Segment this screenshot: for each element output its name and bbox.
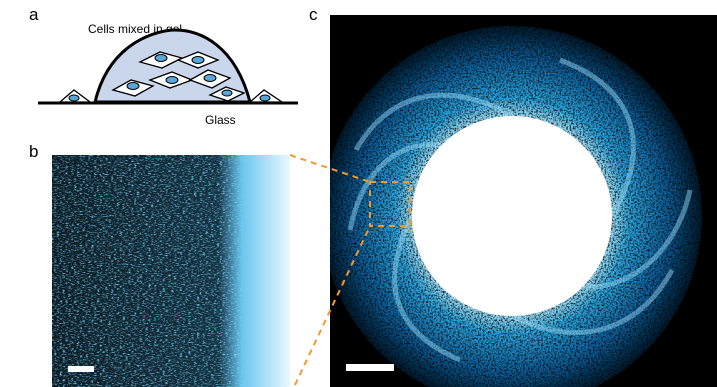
panel-label: b xyxy=(29,142,38,161)
micrograph-c xyxy=(322,15,717,387)
panel-label: a xyxy=(29,5,39,24)
panel-label: c xyxy=(309,5,318,24)
schematic xyxy=(38,30,298,103)
figure: a Cells mixed in gel Glass b c xyxy=(0,0,717,387)
substrate-label: Glass xyxy=(205,113,236,127)
micrograph-b xyxy=(52,155,290,387)
